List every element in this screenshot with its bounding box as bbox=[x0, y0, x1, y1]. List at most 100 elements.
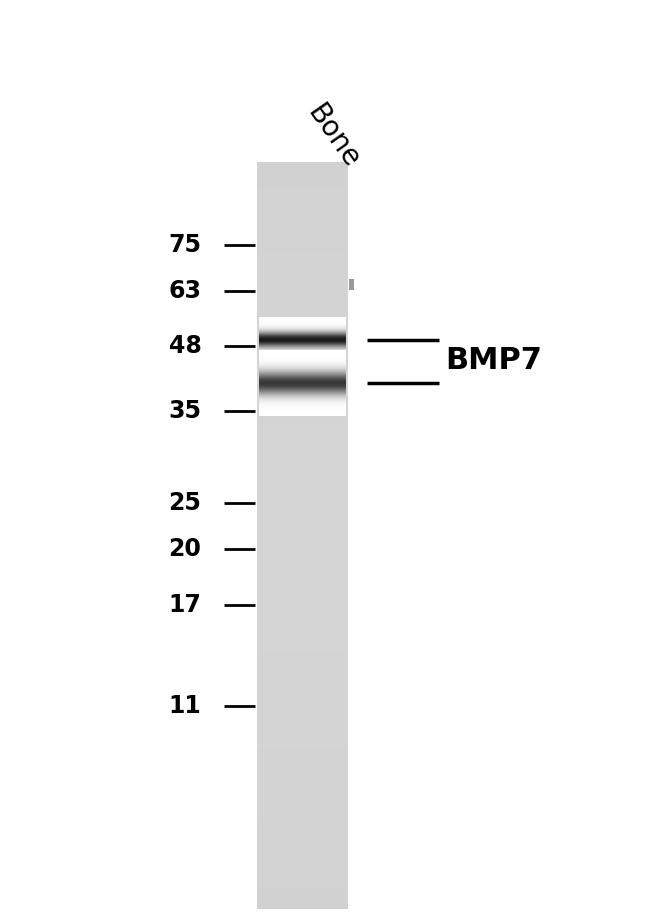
Bar bbox=[257, 696, 348, 700]
Bar bbox=[257, 353, 348, 356]
Bar bbox=[257, 184, 348, 187]
Bar bbox=[257, 378, 348, 382]
Bar bbox=[257, 778, 348, 782]
Bar bbox=[257, 584, 348, 588]
Bar bbox=[257, 483, 348, 486]
Bar bbox=[257, 509, 348, 513]
Bar bbox=[257, 805, 348, 809]
Bar bbox=[257, 569, 348, 572]
Bar bbox=[257, 845, 348, 849]
Bar bbox=[257, 572, 348, 577]
Bar bbox=[257, 251, 348, 255]
Bar bbox=[257, 543, 348, 546]
Bar bbox=[257, 337, 348, 341]
Bar bbox=[257, 341, 348, 344]
Bar bbox=[257, 894, 348, 898]
Bar bbox=[257, 453, 348, 457]
Bar bbox=[257, 711, 348, 714]
Bar bbox=[257, 674, 348, 677]
Bar bbox=[257, 162, 348, 909]
Bar bbox=[257, 643, 348, 648]
Bar bbox=[257, 857, 348, 860]
Bar bbox=[257, 887, 348, 891]
Bar bbox=[257, 629, 348, 632]
Text: 20: 20 bbox=[168, 537, 202, 561]
Bar bbox=[257, 240, 348, 244]
Bar bbox=[257, 842, 348, 845]
Bar bbox=[257, 393, 348, 397]
Bar bbox=[257, 797, 348, 801]
Bar bbox=[257, 278, 348, 282]
Bar bbox=[257, 404, 348, 408]
Bar bbox=[257, 247, 348, 251]
Bar bbox=[257, 730, 348, 734]
Bar bbox=[257, 446, 348, 450]
Text: 48: 48 bbox=[168, 334, 202, 358]
Bar bbox=[257, 812, 348, 816]
Bar bbox=[257, 386, 348, 390]
Bar bbox=[257, 326, 348, 330]
Bar bbox=[257, 315, 348, 318]
Text: Bone: Bone bbox=[301, 100, 365, 174]
Bar bbox=[257, 450, 348, 453]
Bar bbox=[257, 789, 348, 793]
Bar bbox=[257, 535, 348, 539]
Bar bbox=[257, 349, 348, 353]
Bar bbox=[257, 760, 348, 763]
Bar bbox=[257, 655, 348, 659]
Bar bbox=[257, 793, 348, 797]
Bar bbox=[257, 880, 348, 883]
Bar bbox=[257, 603, 348, 606]
Bar bbox=[257, 229, 348, 233]
Bar bbox=[257, 636, 348, 640]
Bar bbox=[257, 539, 348, 543]
Bar bbox=[257, 652, 348, 655]
Bar bbox=[257, 296, 348, 300]
Bar bbox=[257, 285, 348, 289]
Bar bbox=[257, 498, 348, 502]
Bar bbox=[257, 273, 348, 278]
Text: 63: 63 bbox=[168, 279, 202, 303]
Bar bbox=[257, 255, 348, 258]
Bar bbox=[257, 565, 348, 569]
Bar bbox=[257, 692, 348, 696]
Bar bbox=[257, 767, 348, 771]
Bar bbox=[257, 214, 348, 218]
Bar bbox=[257, 677, 348, 681]
Bar bbox=[257, 905, 348, 909]
Bar bbox=[257, 502, 348, 506]
Bar bbox=[257, 435, 348, 438]
Bar bbox=[257, 831, 348, 834]
Bar bbox=[257, 258, 348, 262]
Bar bbox=[257, 408, 348, 412]
Bar bbox=[257, 415, 348, 419]
Bar bbox=[257, 479, 348, 483]
Bar bbox=[257, 546, 348, 550]
Bar bbox=[257, 864, 348, 868]
Bar bbox=[257, 244, 348, 247]
Bar bbox=[257, 756, 348, 760]
Bar bbox=[257, 763, 348, 767]
Bar bbox=[257, 457, 348, 461]
Text: BMP7: BMP7 bbox=[445, 346, 542, 376]
Bar bbox=[257, 557, 348, 561]
Bar bbox=[257, 187, 348, 191]
Bar bbox=[257, 577, 348, 581]
Bar bbox=[257, 371, 348, 375]
Text: 35: 35 bbox=[168, 399, 202, 423]
Bar bbox=[257, 625, 348, 629]
Bar bbox=[257, 300, 348, 304]
Bar bbox=[257, 207, 348, 210]
Bar bbox=[257, 162, 348, 165]
Bar bbox=[257, 367, 348, 371]
Bar bbox=[257, 785, 348, 789]
Bar bbox=[257, 165, 348, 169]
Bar bbox=[257, 427, 348, 431]
Bar bbox=[257, 849, 348, 853]
Text: 25: 25 bbox=[168, 491, 202, 515]
Text: 17: 17 bbox=[168, 593, 202, 617]
Bar bbox=[257, 610, 348, 614]
Bar bbox=[257, 752, 348, 756]
Bar bbox=[257, 550, 348, 554]
Bar bbox=[257, 554, 348, 557]
